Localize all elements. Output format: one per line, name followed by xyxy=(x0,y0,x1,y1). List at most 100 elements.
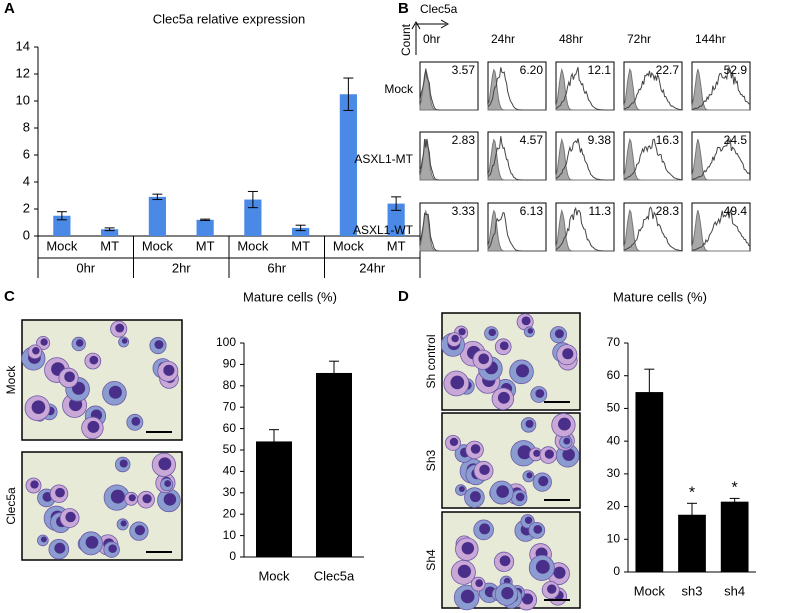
histogram: 4.57 xyxy=(487,131,547,181)
x-tick-label: sh4 xyxy=(724,583,745,598)
nucleus xyxy=(460,589,475,604)
y-tick-label: 10 xyxy=(223,528,237,542)
nucleus xyxy=(87,420,100,433)
bar xyxy=(635,392,664,572)
group-label: 6hr xyxy=(267,260,286,275)
x-tick-label: sh3 xyxy=(682,583,703,598)
nucleus xyxy=(562,348,574,360)
nucleus xyxy=(89,355,99,365)
sample-curve xyxy=(419,212,478,252)
nucleus xyxy=(65,511,76,523)
x-tick-label: MT xyxy=(100,238,119,253)
bar xyxy=(316,372,352,557)
arrow-head xyxy=(440,19,450,29)
y-tick-label: 50 xyxy=(607,401,621,415)
nucleus xyxy=(164,480,172,487)
nucleus xyxy=(526,472,533,479)
bar xyxy=(244,199,262,236)
sample-curve xyxy=(691,208,751,251)
nucleus xyxy=(108,385,122,399)
y-tick-label: 10 xyxy=(607,531,621,545)
nucleus xyxy=(501,587,514,600)
nucleus xyxy=(450,375,465,390)
nucleus xyxy=(515,364,530,378)
x-tick-label: MT xyxy=(196,238,215,253)
nucleus xyxy=(121,338,128,344)
percent-label: 9.38 xyxy=(588,133,612,147)
y-tick-label: 0 xyxy=(23,227,30,242)
micrograph-label: Sh3 xyxy=(424,450,438,472)
y-tick-label: 0 xyxy=(613,564,620,578)
nucleus xyxy=(32,346,40,355)
annotation: * xyxy=(732,480,738,497)
column-label: 144hr xyxy=(695,32,726,46)
nucleus xyxy=(54,542,66,554)
y-tick-label: 40 xyxy=(223,464,237,478)
micrograph-label: Clec5a xyxy=(4,487,18,525)
nucleus xyxy=(479,523,491,535)
sample-curve xyxy=(419,138,478,181)
nucleus xyxy=(533,524,543,534)
histogram: 16.3 xyxy=(623,131,683,181)
percent-label: 11.3 xyxy=(589,204,612,218)
y-tick-label: 60 xyxy=(607,368,621,382)
histogram: 24.5 xyxy=(691,131,751,181)
column-label: 0hr xyxy=(423,32,440,46)
x-axis-label: Clec5a xyxy=(420,2,458,16)
x-tick-label: Mock xyxy=(237,238,269,253)
histogram: 22.7 xyxy=(623,61,683,111)
nucleus xyxy=(544,449,554,459)
y-tick-label: 0 xyxy=(229,549,236,563)
sample-curve xyxy=(487,211,546,252)
x-tick-label: Mock xyxy=(634,583,666,598)
x-tick-label: Mock xyxy=(142,238,174,253)
percent-label: 16.3 xyxy=(656,133,680,147)
micrograph-label: Mock xyxy=(4,365,18,395)
y-tick-label: 30 xyxy=(607,466,621,480)
sample-curve xyxy=(555,206,614,252)
percent-label: 4.57 xyxy=(520,133,544,147)
panel-label: A xyxy=(4,0,15,17)
nucleus xyxy=(30,480,39,489)
y-tick-label: 80 xyxy=(223,378,237,392)
panel-label: B xyxy=(398,0,409,17)
nucleus xyxy=(535,389,545,398)
nucleus xyxy=(131,416,141,426)
y-tick-label: 2 xyxy=(23,200,30,215)
x-tick-label: Mock xyxy=(46,238,78,253)
histogram: 12.1 xyxy=(555,61,615,111)
nucleus xyxy=(31,400,46,415)
group-label: 24hr xyxy=(359,260,386,275)
nucleus xyxy=(470,444,481,454)
histogram: 28.3 xyxy=(623,202,683,252)
histogram: 9.38 xyxy=(555,131,615,181)
y-tick-label: 20 xyxy=(607,499,621,513)
percent-label: 3.33 xyxy=(452,204,476,218)
y-tick-label: 12 xyxy=(16,65,30,80)
row-label: ASXL1-MT xyxy=(354,152,413,166)
nucleus xyxy=(158,457,172,471)
bar xyxy=(53,215,71,236)
percent-label: 24.5 xyxy=(724,133,748,147)
nucleus xyxy=(75,339,84,347)
histogram: 52.9 xyxy=(691,61,751,111)
sample-curve xyxy=(487,136,546,181)
y-tick-label: 90 xyxy=(223,357,237,371)
nucleus xyxy=(134,525,145,536)
nucleus xyxy=(496,485,509,498)
control-peak xyxy=(691,68,750,111)
nucleus xyxy=(525,419,534,428)
y-tick-label: 6 xyxy=(23,146,30,161)
histogram: 3.33 xyxy=(419,202,479,252)
nucleus xyxy=(475,579,483,587)
percent-label: 12.1 xyxy=(588,63,612,77)
chart-title: Mature cells (%) xyxy=(243,289,337,304)
nucleus xyxy=(553,566,566,579)
bar xyxy=(292,227,310,236)
row-label: Mock xyxy=(384,82,414,96)
nucleus xyxy=(469,491,481,503)
y-tick-label: 70 xyxy=(607,335,621,349)
nucleus xyxy=(163,493,177,506)
bar xyxy=(387,203,405,236)
arrow-head xyxy=(411,20,421,30)
